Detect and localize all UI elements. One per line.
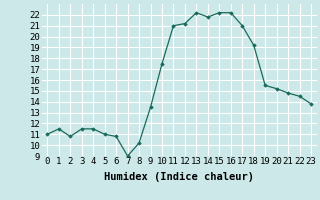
- X-axis label: Humidex (Indice chaleur): Humidex (Indice chaleur): [104, 172, 254, 182]
